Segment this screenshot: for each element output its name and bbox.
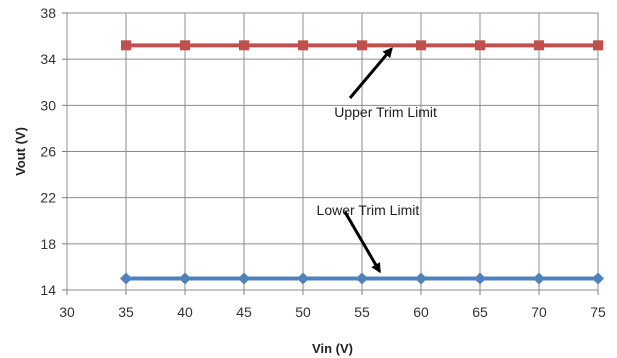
x-tick-label: 45: [236, 304, 252, 320]
annotation-lower-label: Lower Trim Limit: [317, 202, 420, 218]
data-point-lower: [356, 272, 368, 285]
data-point-upper: [416, 40, 426, 51]
y-axis-title: Vout (V): [13, 127, 28, 176]
grid: [66, 12, 599, 291]
data-point-upper: [593, 40, 603, 51]
y-tick-label: 26: [40, 144, 56, 160]
y-tick-label: 18: [40, 236, 56, 252]
data-point-lower: [415, 272, 427, 285]
series-group: [120, 40, 604, 285]
y-tick-label: 30: [40, 97, 56, 113]
data-point-lower: [120, 272, 132, 285]
data-point-lower: [533, 272, 545, 285]
data-point-upper: [121, 40, 131, 51]
data-point-lower: [592, 272, 604, 285]
x-axis-title: Vin (V): [312, 341, 353, 356]
axes: 30 35 40 45 50 55 60 65 70 75 14 18 22 26 30 34 38: [40, 5, 606, 320]
x-tick-label: 35: [118, 304, 134, 320]
x-tick-label: 30: [59, 304, 75, 320]
x-tick-label: 65: [472, 304, 488, 320]
y-tick-label: 34: [40, 51, 56, 67]
series-lower: [120, 272, 604, 285]
x-tick-label: 60: [413, 304, 429, 320]
data-point-lower: [474, 272, 486, 285]
x-tick-label: 40: [177, 304, 193, 320]
data-point-lower: [297, 272, 309, 285]
data-point-upper: [180, 40, 190, 51]
data-point-upper: [357, 40, 367, 51]
annotations: Upper Trim Limit Lower Trim Limit: [317, 47, 437, 274]
y-tick-label: 38: [40, 5, 56, 21]
x-tick-label: 75: [590, 304, 606, 320]
x-tick-label: 50: [295, 304, 311, 320]
data-point-upper: [298, 40, 308, 51]
data-point-upper: [534, 40, 544, 51]
y-tick-label: 22: [40, 190, 56, 206]
annotation-upper-label: Upper Trim Limit: [334, 104, 437, 120]
data-point-upper: [475, 40, 485, 51]
data-point-lower: [238, 272, 250, 285]
data-point-upper: [239, 40, 249, 51]
x-tick-label: 70: [531, 304, 547, 320]
y-tick-label: 14: [40, 282, 56, 298]
annotation-arrow-lower-label: [343, 211, 381, 274]
series-upper: [121, 40, 603, 51]
data-point-lower: [179, 272, 191, 285]
x-tick-label: 55: [354, 304, 370, 320]
annotation-arrow-upper-label: [348, 47, 393, 99]
